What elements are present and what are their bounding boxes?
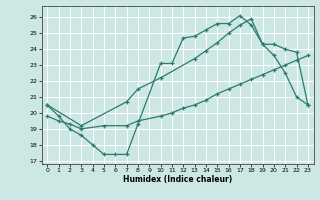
X-axis label: Humidex (Indice chaleur): Humidex (Indice chaleur)	[123, 175, 232, 184]
